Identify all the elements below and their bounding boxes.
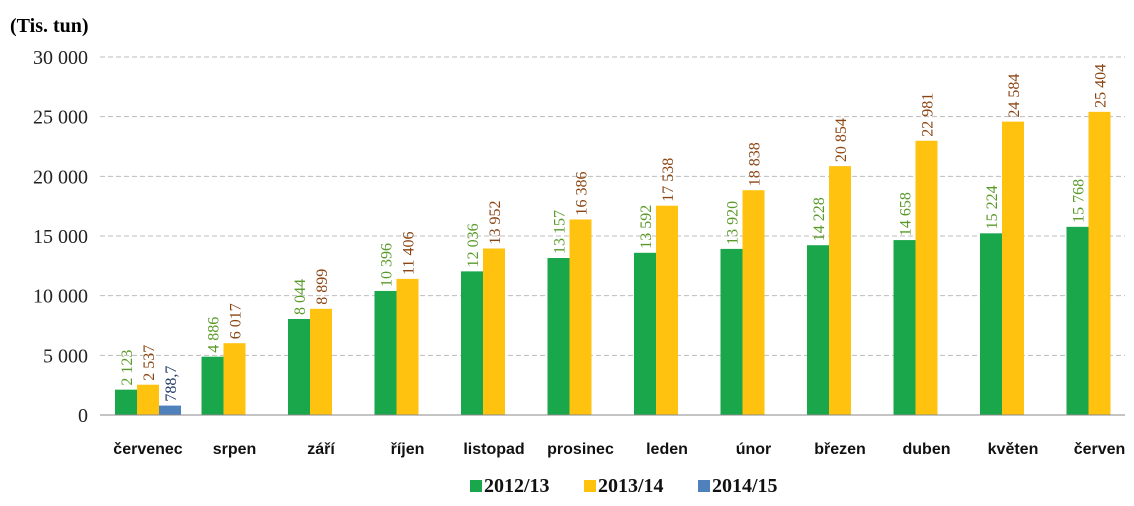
- data-label: 15 224: [984, 185, 1001, 229]
- data-label: 13 920: [725, 201, 742, 245]
- x-category-label: listopad: [463, 441, 524, 458]
- bar-2012-13-3: [374, 290, 397, 415]
- x-category-label: červen: [1074, 441, 1126, 458]
- unit-label: (Tis. tun): [10, 15, 89, 37]
- data-label: 13 157: [552, 210, 569, 254]
- x-category-label: říjen: [391, 441, 425, 458]
- legend-label: 2013/14: [598, 475, 664, 497]
- bar-2012-13-1: [201, 356, 224, 415]
- y-tick-label: 15 000: [33, 226, 88, 248]
- data-label: 14 658: [898, 192, 915, 236]
- data-label: 12 036: [465, 223, 482, 267]
- bar-2013-14-8: [829, 166, 851, 415]
- y-axis: 0 5 000 10 000 15 000 20 000 25 000 30 000: [33, 47, 88, 427]
- data-label: 13 592: [638, 205, 655, 249]
- bar-2012-13-6: [634, 252, 656, 415]
- bar-2013-14-2: [310, 308, 332, 415]
- y-tick-label: 30 000: [33, 47, 88, 69]
- bar-2013-14-4: [483, 248, 505, 415]
- data-label: 16 386: [574, 171, 591, 215]
- data-label: 6 017: [228, 303, 245, 339]
- bar-2014-15-0: [159, 405, 181, 415]
- x-category-label: září: [307, 441, 335, 458]
- x-category-label: duben: [903, 441, 951, 458]
- bar-2013-14-5: [569, 219, 592, 415]
- data-label: 17 538: [660, 158, 677, 202]
- x-category-label: květen: [988, 441, 1039, 458]
- legend-label: 2014/15: [712, 475, 778, 497]
- x-axis: červenec srpen září říjen listopad prosinec le…: [100, 414, 1126, 458]
- data-label: 18 838: [747, 142, 764, 186]
- x-category-label: srpen: [213, 441, 257, 458]
- data-label: 24 584: [1006, 74, 1023, 118]
- bar-2013-14-7: [742, 190, 765, 415]
- bar-2012-13-10: [980, 233, 1002, 415]
- bar-2013-14-3: [396, 278, 419, 415]
- data-label: 25 404: [1093, 64, 1110, 108]
- legend-swatch: [470, 480, 482, 492]
- data-label: 15 768: [1071, 179, 1088, 223]
- bar-2013-14-10: [1002, 121, 1024, 416]
- bar-2013-14-1: [223, 343, 246, 415]
- data-labels: 2 123 2 537 788,7 4 886 6 017 8 044 8 899 10 39…: [119, 64, 1110, 402]
- bar-2012-13-8: [807, 245, 829, 415]
- data-label: 20 854: [833, 118, 850, 162]
- y-tick-label: 5 000: [43, 345, 88, 367]
- data-label: 788,7: [163, 366, 180, 402]
- bar-2012-13-5: [547, 257, 570, 415]
- bar-2013-14-0: [137, 384, 159, 415]
- legend-swatch: [584, 480, 596, 492]
- x-category-label: prosinec: [547, 441, 614, 458]
- y-tick-label: 25 000: [33, 107, 88, 129]
- bar-2013-14-9: [915, 140, 938, 415]
- legend: 2012/13 2013/14 2014/15: [470, 475, 778, 497]
- bar-2012-13-0: [115, 389, 137, 415]
- bar-2012-13-11: [1066, 226, 1089, 415]
- x-category-label: leden: [646, 441, 688, 458]
- x-category-label: únor: [736, 441, 772, 458]
- legend-label: 2012/13: [484, 475, 550, 497]
- y-tick-label: 0: [78, 405, 88, 427]
- bars: [115, 111, 1111, 416]
- data-label: 13 952: [487, 201, 504, 245]
- data-label: 10 396: [379, 243, 396, 287]
- data-label: 14 228: [811, 197, 828, 241]
- bar-2012-13-4: [461, 271, 483, 415]
- bar-2012-13-7: [720, 248, 743, 415]
- data-label: 11 406: [401, 231, 418, 274]
- bar-2013-14-6: [656, 205, 678, 415]
- y-tick-label: 10 000: [33, 286, 88, 308]
- x-category-label: červenec: [113, 441, 182, 458]
- y-tick-label: 20 000: [33, 166, 88, 188]
- bar-2012-13-9: [893, 240, 916, 415]
- data-label: 8 899: [314, 269, 331, 305]
- data-label: 2 537: [141, 345, 158, 381]
- data-label: 22 981: [920, 93, 937, 137]
- x-category-label: březen: [814, 441, 866, 458]
- bar-2013-14-11: [1088, 111, 1111, 416]
- data-label: 2 123: [119, 350, 136, 386]
- legend-swatch: [698, 480, 710, 492]
- data-label: 8 044: [292, 279, 309, 315]
- data-label: 4 886: [206, 317, 223, 353]
- gridlines: [100, 56, 1125, 356]
- bar-2012-13-2: [288, 319, 310, 415]
